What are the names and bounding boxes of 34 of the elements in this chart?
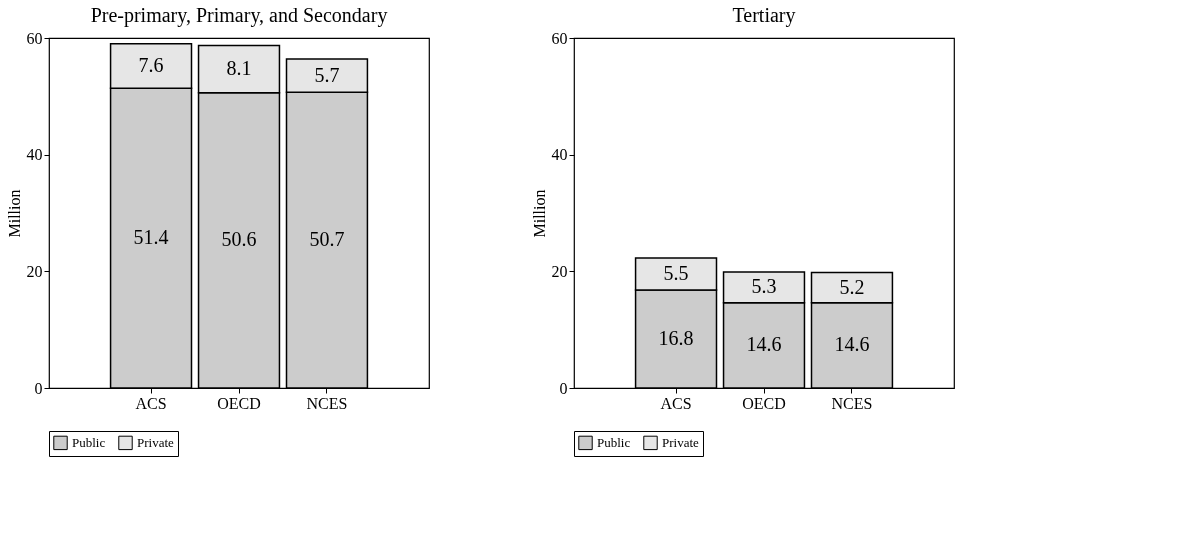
data-label: 50.7 <box>309 228 345 251</box>
data-label: 8.1 <box>226 57 252 80</box>
y-tick-label: 60 <box>26 29 43 47</box>
legend-label: Public <box>72 434 106 450</box>
y-tick-label: 0 <box>559 379 568 397</box>
y-tick-label: 60 <box>551 29 568 47</box>
data-label: 50.6 <box>221 228 257 251</box>
y-axis-title: Million <box>5 189 23 238</box>
x-tick-label: ACS <box>660 394 692 412</box>
x-tick-label: OECD <box>742 394 786 412</box>
data-label: 51.4 <box>133 226 169 249</box>
x-tick-label: NCES <box>306 394 348 412</box>
x-tick-label: ACS <box>135 394 167 412</box>
chart-title: Tertiary <box>732 4 796 27</box>
y-tick-label: 0 <box>34 379 43 397</box>
legend-label: Public <box>597 434 631 450</box>
y-tick-label: 40 <box>551 146 568 164</box>
y-tick-label: 20 <box>26 262 43 280</box>
data-label: 16.8 <box>658 327 694 349</box>
data-label: 5.2 <box>839 275 865 298</box>
data-label: 7.6 <box>138 54 164 76</box>
chart-title: Pre-primary, Primary, and Secondary <box>90 4 388 27</box>
x-tick-label: OECD <box>217 394 261 412</box>
data-label: 5.7 <box>314 63 340 86</box>
legend-label: Private <box>137 434 175 450</box>
data-label: 14.6 <box>746 333 782 356</box>
x-tick-label: NCES <box>831 394 873 412</box>
data-label: 5.5 <box>663 261 689 284</box>
data-label: 14.6 <box>834 333 870 356</box>
legend-label: Private <box>662 434 700 450</box>
data-label: 5.3 <box>751 275 777 298</box>
y-tick-label: 40 <box>26 146 43 164</box>
y-axis-title: Million <box>530 189 548 238</box>
y-tick-label: 20 <box>551 262 568 280</box>
